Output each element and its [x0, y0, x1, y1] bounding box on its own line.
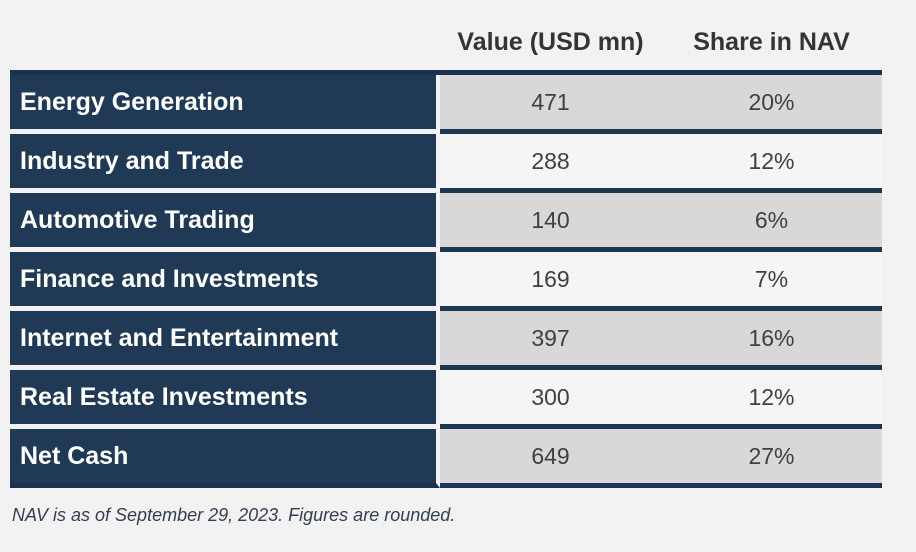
row-value: 649: [531, 442, 570, 469]
row-values: 649 27%: [440, 429, 882, 488]
table-row: Real Estate Investments 300 12%: [10, 370, 882, 429]
nav-table: Energy Generation 471 20% Industry and T…: [10, 70, 882, 488]
column-header-share: Share in NAV: [693, 28, 850, 56]
table-row: Net Cash 649 27%: [10, 429, 882, 488]
table-row: Industry and Trade 288 12%: [10, 134, 882, 193]
row-share: 6%: [754, 206, 789, 233]
table-row: Automotive Trading 140 6%: [10, 193, 882, 252]
row-label: Net Cash: [10, 429, 440, 488]
row-value: 140: [531, 206, 570, 233]
row-values: 397 16%: [440, 311, 882, 370]
row-share: 16%: [748, 324, 795, 351]
row-value: 169: [531, 265, 570, 292]
row-value: 397: [531, 324, 570, 351]
row-share: 7%: [754, 265, 789, 292]
row-share: 12%: [748, 147, 795, 174]
row-values: 288 12%: [440, 134, 882, 193]
table-row: Energy Generation 471 20%: [10, 75, 882, 134]
row-share: 27%: [748, 442, 795, 469]
table-row: Internet and Entertainment 397 16%: [10, 311, 882, 370]
row-values: 140 6%: [440, 193, 882, 252]
row-label: Energy Generation: [10, 75, 440, 134]
column-header-value: Value (USD mn): [457, 28, 644, 56]
row-value: 288: [531, 147, 570, 174]
row-label: Internet and Entertainment: [10, 311, 440, 370]
table-row: Finance and Investments 169 7%: [10, 252, 882, 311]
row-values: 300 12%: [440, 370, 882, 429]
row-label: Industry and Trade: [10, 134, 440, 193]
row-share: 20%: [748, 88, 795, 115]
row-value: 300: [531, 383, 570, 410]
table-header: Value (USD mn) Share in NAV: [0, 0, 916, 70]
row-value: 471: [531, 88, 570, 115]
row-share: 12%: [748, 383, 795, 410]
footnote: NAV is as of September 29, 2023. Figures…: [12, 505, 456, 525]
row-label: Real Estate Investments: [10, 370, 440, 429]
row-label: Finance and Investments: [10, 252, 440, 311]
row-values: 471 20%: [440, 75, 882, 134]
row-values: 169 7%: [440, 252, 882, 311]
row-label: Automotive Trading: [10, 193, 440, 252]
